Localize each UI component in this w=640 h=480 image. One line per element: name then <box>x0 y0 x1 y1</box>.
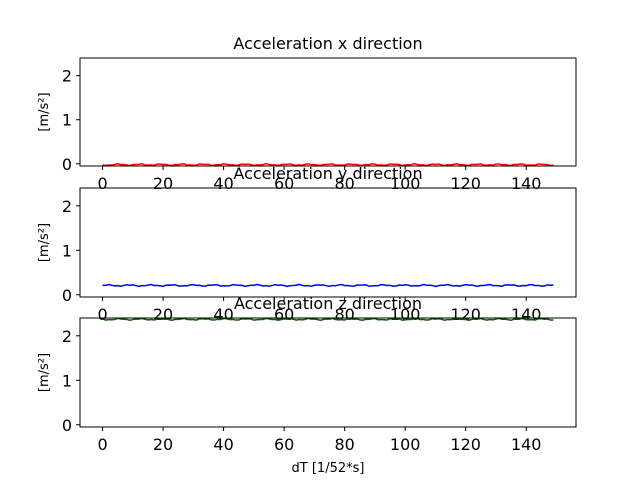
subplot-3: 0 20 40 60 80 100 120 140 0 1 2 [m/s²] Acceleration … <box>37 294 577 476</box>
series-line-3 <box>102 317 554 322</box>
x-axis-label: dT [1/52*s] <box>292 461 365 476</box>
y-tick-label: 1 <box>62 111 72 130</box>
chart-title: Acceleration y direction <box>233 164 422 183</box>
x-tick-label: 20 <box>153 305 173 324</box>
subplot-2: 0 20 40 60 80 100 120 140012[m/s²]Acceleration … <box>37 164 577 324</box>
y-axis-label: [m/s²] <box>37 92 52 131</box>
x-tick-label: 20 <box>153 174 173 193</box>
x-tick-label: 140 <box>511 174 542 193</box>
x-tick-label: 120 <box>450 174 481 193</box>
y-tick-label: 2 <box>62 67 72 86</box>
x-tick-label: 0 <box>97 435 107 454</box>
x-tick-label: 140 <box>511 305 542 324</box>
plot-frame <box>79 317 577 428</box>
x-tick-label: 0 <box>97 174 107 193</box>
chart-title: Acceleration x direction <box>233 34 422 53</box>
plot-frame <box>79 187 577 298</box>
x-tick-label: 40 <box>213 174 233 193</box>
y-tick-label: 1 <box>62 241 72 260</box>
x-tick-label: 100 <box>390 435 421 454</box>
y-tick-label: 0 <box>62 416 72 435</box>
y-tick-label: 1 <box>62 371 72 390</box>
x-tick-label: 80 <box>334 435 354 454</box>
x-tick-label: 40 <box>213 305 233 324</box>
x-tick-label: 40 <box>213 435 233 454</box>
x-tick-label: 20 <box>153 435 173 454</box>
x-tick-label: 140 <box>511 435 542 454</box>
chart-title: Acceleration z direction <box>234 294 422 313</box>
series-line-2 <box>102 283 554 288</box>
x-tick-label: 120 <box>450 305 481 324</box>
y-tick-label: 0 <box>62 155 72 174</box>
y-axis-label: [m/s²] <box>37 223 52 262</box>
series-line-1 <box>102 162 554 167</box>
y-tick-label: 2 <box>62 197 72 216</box>
x-tick-label: 0 <box>97 305 107 324</box>
y-tick-label: 2 <box>62 327 72 346</box>
plot-frame <box>79 57 577 167</box>
x-tick-label: 60 <box>274 435 294 454</box>
y-tick-label: 0 <box>62 286 72 305</box>
x-tick-label: 120 <box>450 435 481 454</box>
y-axis-label: [m/s²] <box>37 353 52 392</box>
